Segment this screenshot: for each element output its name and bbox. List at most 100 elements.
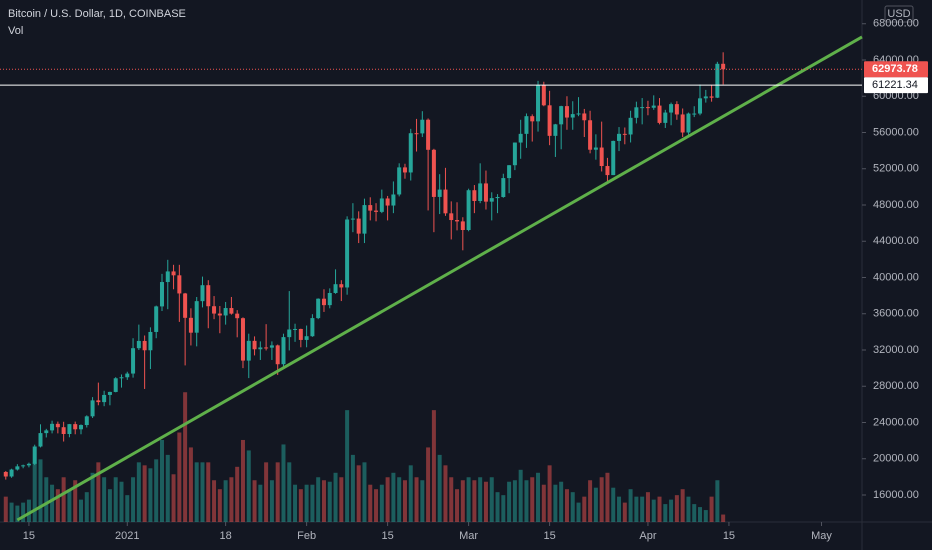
- volume-bar: [622, 502, 627, 522]
- volume-bar: [524, 480, 529, 522]
- volume-bar: [495, 492, 500, 522]
- candle-body: [183, 293, 188, 318]
- volume-bar: [339, 477, 344, 522]
- candle-body: [61, 427, 66, 435]
- y-tick-label: 32000.00: [873, 344, 919, 356]
- volume-bar: [171, 474, 176, 522]
- volume-bar: [113, 477, 118, 522]
- candle-body: [524, 116, 529, 134]
- candle-body: [391, 194, 396, 206]
- y-tick-label: 28000.00: [873, 380, 919, 392]
- volume-bar: [165, 454, 170, 522]
- candle-body: [605, 166, 610, 176]
- candle-body: [171, 271, 176, 276]
- candle-body: [680, 114, 685, 133]
- candle-body: [229, 308, 234, 314]
- last-price-label: 62973.78: [872, 63, 918, 75]
- volume-bar: [449, 477, 454, 522]
- x-tick-label: Mar: [459, 530, 478, 542]
- volume-bar: [304, 484, 309, 522]
- candle-body: [651, 105, 656, 108]
- candle-body: [495, 197, 500, 199]
- candle-body: [356, 218, 361, 234]
- candle-body: [368, 205, 373, 211]
- candle-body: [90, 400, 95, 417]
- x-tick-label: 15: [543, 530, 555, 542]
- candle-body: [264, 347, 269, 349]
- volume-bar: [264, 462, 269, 522]
- volume-bar: [715, 480, 720, 522]
- volume-bar: [640, 496, 645, 522]
- y-tick-label: 40000.00: [873, 271, 919, 283]
- candle-body: [385, 198, 390, 206]
- volume-bar: [663, 504, 668, 522]
- candle-body: [200, 285, 205, 302]
- candle-body: [709, 96, 714, 98]
- candle-body: [125, 373, 130, 378]
- volume-bar: [154, 459, 159, 522]
- candle-body: [686, 113, 691, 133]
- volume-bar: [298, 489, 303, 522]
- candle-body: [611, 140, 616, 176]
- volume-bar: [478, 477, 483, 522]
- candle-body: [84, 416, 89, 426]
- volume-bar: [246, 450, 251, 522]
- volume-bar: [136, 462, 141, 522]
- candle-body: [362, 205, 367, 234]
- volume-label: Vol: [8, 25, 23, 37]
- x-tick-label: Feb: [297, 530, 316, 542]
- volume-bar: [50, 484, 55, 522]
- volume-bar: [275, 462, 280, 522]
- candle-body: [599, 147, 604, 167]
- volume-bar: [362, 462, 367, 522]
- volume-bar: [96, 462, 101, 522]
- candle-body: [159, 282, 164, 307]
- volume-bar: [235, 466, 240, 522]
- currency-box: [884, 5, 914, 23]
- volume-bar: [628, 489, 633, 522]
- last-price-tag: [864, 61, 928, 78]
- volume-bar: [507, 481, 512, 522]
- hline-tag: [864, 77, 928, 94]
- candle-body: [102, 394, 107, 403]
- candle-body: [131, 348, 136, 374]
- candle-body: [275, 345, 280, 365]
- candle-body: [547, 105, 552, 136]
- candle-body: [489, 198, 494, 202]
- candle-body: [50, 423, 55, 431]
- volume-bar: [698, 507, 703, 522]
- volume-bar: [321, 480, 326, 522]
- volume-bar: [67, 489, 72, 522]
- y-tick-label: 56000.00: [873, 126, 919, 138]
- candle-body: [119, 377, 124, 379]
- candle-body: [269, 345, 274, 348]
- candle-body: [26, 463, 31, 466]
- candle-body: [721, 63, 726, 70]
- volume-bar: [634, 496, 639, 522]
- volume-bar: [536, 472, 541, 522]
- volume-bar: [212, 480, 217, 522]
- volume-bar: [559, 481, 564, 522]
- candle-body: [188, 317, 193, 333]
- candle-body: [252, 340, 257, 350]
- candle-body: [298, 328, 303, 340]
- hline-label: 61221.34: [872, 79, 918, 91]
- candle-body: [483, 183, 488, 202]
- volume-bar: [709, 496, 714, 522]
- x-tick-label: 15: [23, 530, 35, 542]
- volume-bar: [188, 447, 193, 522]
- candle-body: [379, 198, 384, 212]
- volume-bar: [512, 480, 517, 522]
- candle-body: [113, 378, 118, 392]
- candle-body: [235, 313, 240, 319]
- volume-bar: [408, 465, 413, 522]
- volume-bar: [374, 489, 379, 522]
- volume-bar: [443, 465, 448, 522]
- candle-body: [449, 213, 454, 221]
- y-tick-label: 16000.00: [873, 489, 919, 501]
- volume-bar: [21, 502, 26, 522]
- volume-bar: [194, 462, 199, 522]
- candle-body: [692, 113, 697, 115]
